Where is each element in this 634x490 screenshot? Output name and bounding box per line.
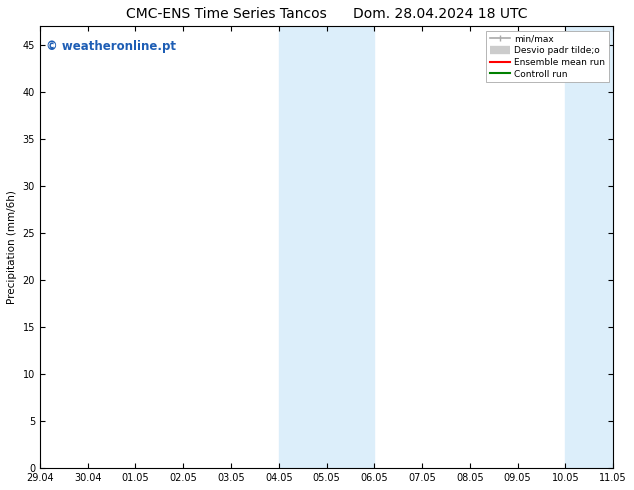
Bar (566, 26, 613, 468)
Y-axis label: Precipitation (mm/6h): Precipitation (mm/6h) (7, 190, 17, 304)
Title: CMC-ENS Time Series Tancos      Dom. 28.04.2024 18 UTC: CMC-ENS Time Series Tancos Dom. 28.04.20… (126, 7, 527, 21)
Legend: min/max, Desvio padr tilde;o, Ensemble mean run, Controll run: min/max, Desvio padr tilde;o, Ensemble m… (486, 31, 609, 82)
Bar (279, 26, 374, 468)
Text: © weatheronline.pt: © weatheronline.pt (46, 40, 176, 52)
